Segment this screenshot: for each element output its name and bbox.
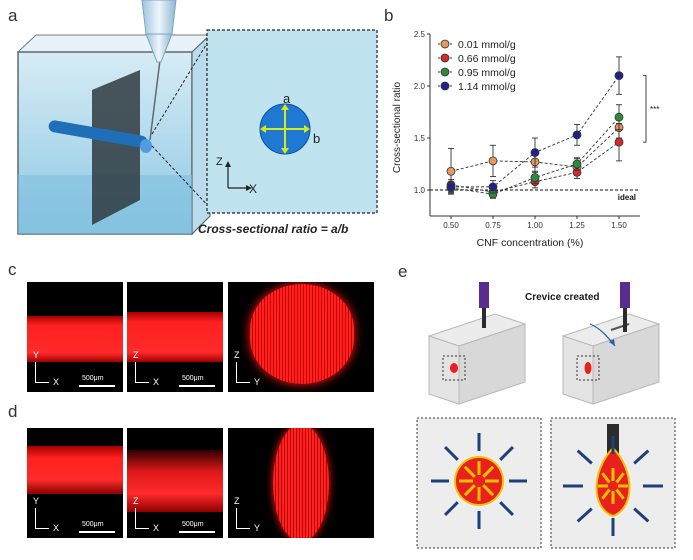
outward-force-arrow	[463, 484, 476, 497]
panel-label-a: a	[8, 6, 18, 25]
inward-force-arrow	[499, 501, 515, 517]
panel-label-b: b	[384, 6, 394, 25]
x-tick-label: 1.25	[569, 221, 585, 230]
outward-force-arrow	[601, 488, 611, 500]
micrograph-c1: Y X 500μm	[27, 282, 123, 392]
micrograph-c2: Z X 500μm	[127, 282, 223, 392]
inset-cross-section	[259, 103, 311, 155]
data-point	[488, 156, 498, 166]
scale-bar	[179, 385, 215, 387]
panel-label-e: e	[398, 262, 408, 281]
legend-marker	[440, 53, 450, 63]
data-point	[614, 71, 624, 80]
outward-force-arrow	[615, 472, 625, 484]
data-point	[572, 130, 582, 140]
ideal-label: ideal	[618, 193, 636, 202]
axis-label-horizontal: Y	[254, 523, 261, 533]
data-point	[446, 166, 456, 176]
axis-label-horizontal: X	[153, 523, 160, 533]
axis-label-horizontal: X	[153, 377, 160, 387]
outward-force-arrow	[615, 488, 625, 500]
axis-label-vertical: Z	[133, 496, 139, 506]
axis-label-horizontal: Y	[254, 377, 261, 387]
outward-force-arrow	[482, 465, 495, 478]
panel-label-c: c	[8, 260, 17, 279]
cross-section-caption: Cross-sectional ratio = a/b	[198, 222, 349, 236]
inset-axis-z: Z	[216, 156, 223, 168]
panel-e: Crevice created	[415, 276, 685, 556]
inward-force-arrow	[576, 507, 593, 523]
axis-label-horizontal: X	[53, 377, 60, 387]
inward-force-arrow	[443, 445, 459, 461]
inset-axis-x: X	[249, 182, 258, 196]
y-tick-label: 2.0	[414, 82, 426, 91]
gel-block-illustration	[427, 282, 527, 405]
panel-b-chart: 1.0 1.5 2.0 2.5 0.50 0.75 1.00 1.25 1.50 ideal 0.0…	[390, 20, 690, 260]
legend-label: 0.66 mmol/g	[458, 53, 516, 65]
micrograph-d1: Y X 500μm	[27, 428, 123, 538]
legend-label: 0.95 mmol/g	[458, 67, 516, 79]
data-point	[614, 137, 624, 147]
legend-label: 1.14 mmol/g	[458, 81, 516, 93]
inward-force-arrow	[443, 501, 459, 517]
data-point	[530, 173, 540, 182]
inward-force-arrow	[633, 449, 650, 465]
nozzle-illustration	[141, 0, 177, 63]
scale-bar-label: 500μm	[182, 521, 204, 528]
axis-label-vertical: Y	[33, 496, 40, 506]
significance-bracket	[643, 75, 647, 143]
data-point	[530, 148, 540, 157]
data-point	[446, 182, 456, 192]
data-point	[572, 159, 582, 169]
legend-label: 0.01 mmol/g	[458, 39, 516, 51]
legend-marker	[440, 39, 450, 49]
scale-bar-label: 500μm	[182, 375, 204, 382]
axis-label-vertical: Y	[33, 350, 40, 360]
inset-label-a: a	[283, 91, 291, 106]
data-point	[488, 182, 498, 192]
legend-marker	[440, 81, 450, 91]
significance-label: ***	[650, 105, 659, 114]
scale-bar	[179, 531, 215, 533]
force-diagram-teardrop	[563, 424, 663, 536]
gel-block-crevice-illustration	[561, 282, 661, 405]
scale-bar-label: 500μm	[82, 375, 104, 382]
micrograph-d3: Z Y	[228, 428, 374, 538]
scale-bar	[79, 385, 115, 387]
inset-axes-icon	[225, 161, 252, 191]
outward-force-arrow	[463, 465, 476, 478]
crevice-annotation: Crevice created	[525, 292, 600, 303]
x-tick-label: 1.00	[527, 221, 543, 230]
data-point	[614, 112, 624, 122]
y-tick-label: 2.5	[414, 30, 426, 39]
inward-force-arrow	[499, 445, 515, 461]
axis-label-vertical: Z	[234, 496, 240, 506]
axis-label-vertical: Z	[133, 350, 139, 360]
outward-force-arrow	[482, 484, 495, 497]
axis-label-horizontal: X	[53, 523, 60, 533]
force-diagram-circle	[431, 433, 527, 529]
y-axis-label: Cross-sectional ratio	[392, 81, 404, 174]
inward-force-arrow	[576, 449, 593, 465]
panel-label-d: d	[8, 402, 18, 421]
x-tick-label: 0.50	[443, 221, 459, 230]
legend-marker	[440, 67, 450, 77]
ink-droplet-teardrop	[595, 446, 631, 518]
micrograph-c3: Z Y	[228, 282, 374, 392]
tank-illustration	[16, 33, 212, 236]
inset-label-b: b	[313, 131, 321, 146]
y-tick-label: 1.5	[414, 134, 426, 143]
axis-label-vertical: Z	[234, 350, 240, 360]
scale-bar	[79, 531, 115, 533]
outward-force-arrow	[601, 472, 611, 484]
panel-a: a b Z X Cross-sectional ratio = a/b	[0, 0, 385, 255]
x-axis-label: CNF concentration (%)	[476, 237, 584, 249]
x-tick-label: 1.50	[611, 221, 627, 230]
x-tick-label: 0.75	[485, 221, 501, 230]
scale-bar-label: 500μm	[82, 521, 104, 528]
y-tick-label: 1.0	[414, 186, 426, 195]
micrograph-d2: Z X 500μm	[127, 428, 223, 538]
inward-force-arrow	[633, 507, 650, 523]
